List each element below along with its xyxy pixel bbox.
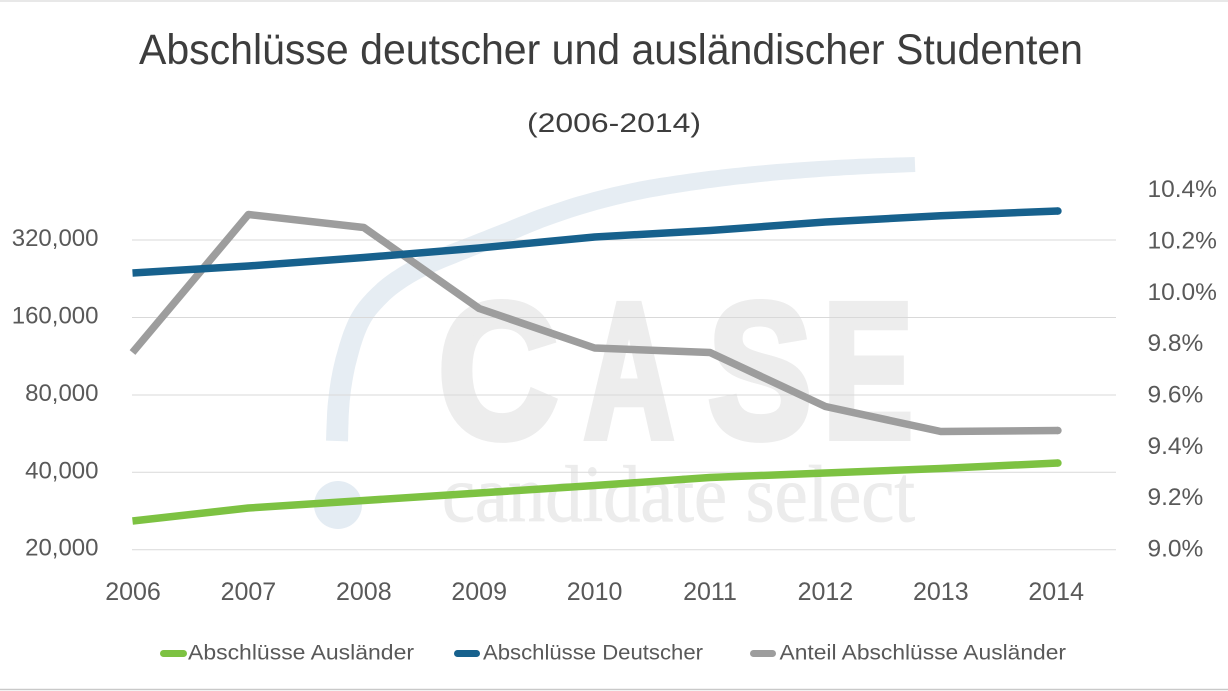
svg-text:(2006-2014): (2006-2014) (527, 108, 701, 138)
svg-text:Abschlüsse Deutscher: Abschlüsse Deutscher (483, 642, 703, 665)
svg-text:320,000: 320,000 (12, 225, 99, 252)
svg-text:9.0%: 9.0% (1148, 536, 1204, 563)
svg-text:9.6%: 9.6% (1148, 382, 1204, 409)
svg-text:2012: 2012 (798, 578, 854, 606)
svg-text:Abschlüsse deutscher und auslä: Abschlüsse deutscher und ausländischer S… (139, 26, 1083, 74)
svg-text:2006: 2006 (105, 578, 161, 606)
svg-text:2007: 2007 (221, 578, 277, 606)
svg-text:160,000: 160,000 (12, 303, 99, 330)
svg-text:candidate select: candidate select (442, 451, 915, 539)
svg-text:Abschlüsse Ausländer: Abschlüsse Ausländer (188, 642, 414, 665)
svg-text:2011: 2011 (683, 578, 737, 606)
svg-text:9.2%: 9.2% (1148, 484, 1204, 511)
svg-text:80,000: 80,000 (25, 380, 98, 407)
svg-text:40,000: 40,000 (25, 457, 98, 484)
svg-text:10.4%: 10.4% (1148, 176, 1217, 203)
svg-text:S: S (708, 263, 812, 478)
svg-text:9.4%: 9.4% (1148, 433, 1204, 460)
svg-text:10.2%: 10.2% (1148, 228, 1217, 255)
svg-text:2010: 2010 (567, 578, 623, 606)
svg-text:9.8%: 9.8% (1148, 330, 1204, 357)
svg-text:2013: 2013 (913, 578, 969, 606)
svg-text:2009: 2009 (451, 578, 507, 606)
svg-text:20,000: 20,000 (25, 535, 98, 562)
svg-text:Anteil Abschlüsse Ausländer: Anteil Abschlüsse Ausländer (780, 642, 1067, 665)
svg-text:2014: 2014 (1028, 578, 1084, 606)
svg-text:E: E (823, 263, 913, 478)
svg-text:2008: 2008 (336, 578, 392, 606)
svg-text:A: A (584, 263, 674, 478)
svg-text:10.0%: 10.0% (1148, 279, 1217, 306)
